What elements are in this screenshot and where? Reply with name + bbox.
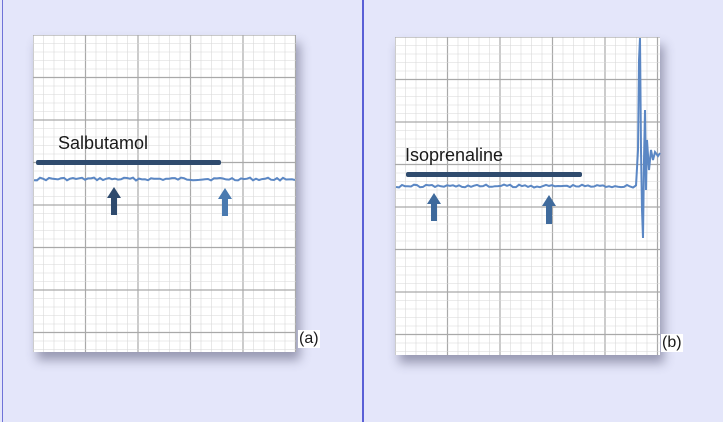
arrow-icon xyxy=(542,195,556,224)
trace-spike-b xyxy=(635,37,661,239)
panel-letter-b: (b) xyxy=(661,334,683,352)
trace-line-a xyxy=(33,176,296,182)
trace-line-b xyxy=(395,183,637,189)
panel-divider xyxy=(362,0,364,422)
panel-letter-a: (a) xyxy=(298,330,320,348)
chart-paper-a xyxy=(33,35,296,352)
drug-label-a: Salbutamol xyxy=(58,133,149,153)
arrow-icon xyxy=(107,187,121,215)
drug-label-b: Isoprenaline xyxy=(405,145,504,165)
grid-b xyxy=(395,37,660,355)
arrow-icon xyxy=(218,188,232,216)
arrow-icon xyxy=(427,193,441,221)
drug-bar-a xyxy=(36,160,221,165)
chart-paper-b xyxy=(395,37,660,355)
left-border-line xyxy=(2,0,3,422)
drug-bar-b xyxy=(406,172,582,177)
